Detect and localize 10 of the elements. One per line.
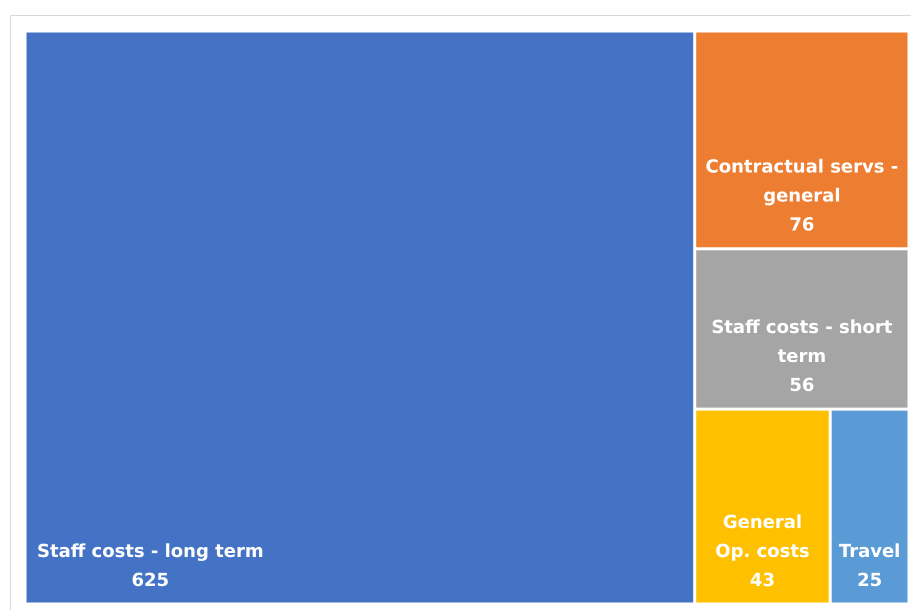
data-label: 25 — [857, 570, 882, 591]
category-label: Contractual servs - general — [706, 156, 898, 207]
category-label: Travel — [838, 541, 900, 562]
category-label: Staff costs - long term — [36, 541, 264, 562]
category-label: General Op. costs — [715, 512, 810, 562]
data-label: 43 — [750, 570, 775, 591]
data-label: 56 — [789, 375, 814, 396]
data-label: 76 — [789, 214, 814, 236]
category-label: Staff costs - short term — [711, 317, 893, 368]
data-label: 625 — [132, 570, 170, 591]
